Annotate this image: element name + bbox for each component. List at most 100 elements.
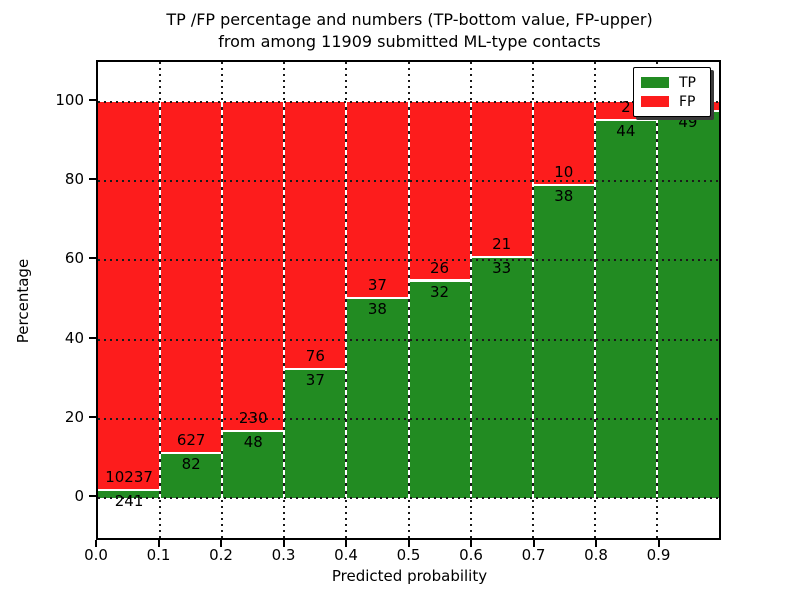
y-tick-label: 20 xyxy=(64,408,84,427)
x-tick-mark xyxy=(657,540,660,547)
x-tick-mark xyxy=(95,540,97,547)
legend-tp-label: TP xyxy=(679,74,696,91)
x-tick-mark xyxy=(220,540,222,547)
x-tick-mark xyxy=(282,540,285,547)
y-tick-mark xyxy=(89,336,96,339)
y-tick-label: 0 xyxy=(74,487,84,506)
tp-count-label: 82 xyxy=(181,455,201,474)
tp-count-label: 37 xyxy=(305,371,325,390)
chart-title: TP /FP percentage and numbers (TP-bottom… xyxy=(97,9,722,53)
tp-count-label: 32 xyxy=(430,282,450,301)
y-tick-mark xyxy=(89,98,96,101)
x-tick-mark xyxy=(595,540,597,547)
fp-count-label: 10 xyxy=(554,163,574,182)
y-tick-mark xyxy=(89,257,96,260)
tp-count-label: 49 xyxy=(678,112,698,131)
legend: TP FP xyxy=(633,67,711,117)
x-tick-mark xyxy=(532,540,535,547)
fp-count-label: 26 xyxy=(430,258,450,277)
legend-fp-label: FP xyxy=(679,93,696,110)
bar-segment-tp-0 xyxy=(98,489,161,499)
bar-segment-fp-5 xyxy=(408,101,471,280)
x-tick-label: 0.9 xyxy=(646,546,671,564)
horizontal-gridline xyxy=(98,100,719,103)
bar-annotations: 10237 241 627 82 230 48 76 37 37 38 26 32 21 33 10 38 2 4… xyxy=(98,62,719,538)
bin-boundary-line xyxy=(469,101,472,499)
tp-count-label: 44 xyxy=(616,121,636,140)
bin-boundary-line xyxy=(407,101,410,499)
bar-segment-fp-1 xyxy=(160,101,223,453)
bar-segment-fp-0 xyxy=(98,101,161,490)
bin-boundary-line xyxy=(655,101,658,499)
bar-segment-tp-6 xyxy=(470,255,533,499)
legend-tp-swatch xyxy=(641,77,669,88)
bar-segment-fp-6 xyxy=(470,101,533,256)
y-tick-mark xyxy=(89,495,96,498)
x-tick-label: 0.6 xyxy=(459,546,483,564)
fp-count-label: 627 xyxy=(176,431,206,450)
legend-row-tp: TP xyxy=(641,73,703,92)
tp-count-label: 38 xyxy=(367,300,387,319)
bin-boundary-line xyxy=(221,101,224,499)
bar-segment-fp-3 xyxy=(284,101,347,369)
bar-segment-tp-4 xyxy=(346,297,409,499)
x-tick-label: 0.0 xyxy=(84,546,108,564)
x-tick-mark xyxy=(345,540,347,547)
fp-count-label: 76 xyxy=(305,347,325,366)
bin-boundary-line xyxy=(159,101,162,499)
x-tick-label: 0.3 xyxy=(271,546,296,564)
bar-segment-tp-8 xyxy=(594,118,657,499)
x-tick-label: 0.4 xyxy=(334,546,358,564)
fp-count-label: 37 xyxy=(367,276,387,295)
bar-segment-tp-2 xyxy=(222,429,285,499)
horizontal-gridline xyxy=(98,418,719,421)
tp-count-label: 48 xyxy=(243,432,263,451)
bar-segment-fp-2 xyxy=(222,101,285,430)
bin-boundary-line xyxy=(345,101,348,499)
x-tick-label: 0.8 xyxy=(584,546,608,564)
bars xyxy=(98,62,719,538)
x-tick-label: 0.5 xyxy=(396,546,421,564)
bar-segment-tp-3 xyxy=(284,368,347,499)
horizontal-gridline xyxy=(98,180,719,182)
legend-fp-swatch xyxy=(641,96,669,107)
y-tick-mark xyxy=(89,178,96,180)
x-axis-label: Predicted probability xyxy=(331,567,488,585)
bar-segment-tp-1 xyxy=(160,452,223,499)
y-tick-label: 40 xyxy=(64,328,84,347)
tp-count-label: 33 xyxy=(492,258,512,277)
horizontal-gridline xyxy=(98,338,719,341)
x-tick-label: 0.7 xyxy=(521,546,546,564)
tp-count-label: 241 xyxy=(114,492,144,511)
bin-boundary-lines xyxy=(98,62,719,538)
bar-segment-fp-7 xyxy=(532,101,595,185)
bin-boundary-line xyxy=(531,101,534,499)
fp-count-label: 2 xyxy=(621,97,631,116)
plot-area: 10237 241 627 82 230 48 76 37 37 38 26 32 21 33 10 38 2 4… xyxy=(96,60,721,540)
bin-boundary-line xyxy=(283,101,286,499)
x-tick-label: 0.2 xyxy=(209,546,233,564)
bin-boundary-line xyxy=(593,101,596,499)
fp-count-label: 10237 xyxy=(105,468,153,487)
y-tick-mark xyxy=(89,416,96,419)
tp-count-label: 38 xyxy=(554,187,574,206)
x-tick-mark xyxy=(407,540,410,547)
x-tick-mark xyxy=(157,540,160,547)
chart-title-line1: TP /FP percentage and numbers (TP-bottom… xyxy=(166,10,653,29)
horizontal-gridlines xyxy=(98,62,719,538)
legend-row-fp: FP xyxy=(641,92,703,111)
horizontal-gridline xyxy=(98,497,719,500)
y-tick-label: 100 xyxy=(55,90,84,109)
bar-segment-tp-9 xyxy=(656,109,719,499)
x-tick-label: 0.1 xyxy=(146,546,171,564)
x-tick-mark xyxy=(470,540,472,547)
bar-segment-tp-7 xyxy=(532,184,595,499)
bar-segment-fp-4 xyxy=(346,101,409,298)
horizontal-gridline xyxy=(98,259,719,262)
chart-title-line2: from among 11909 submitted ML-type conta… xyxy=(218,32,601,51)
y-tick-label: 80 xyxy=(64,170,84,188)
fp-count-label: 21 xyxy=(492,234,512,253)
bar-segment-tp-5 xyxy=(408,279,471,499)
fp-count-label: 230 xyxy=(238,408,268,427)
